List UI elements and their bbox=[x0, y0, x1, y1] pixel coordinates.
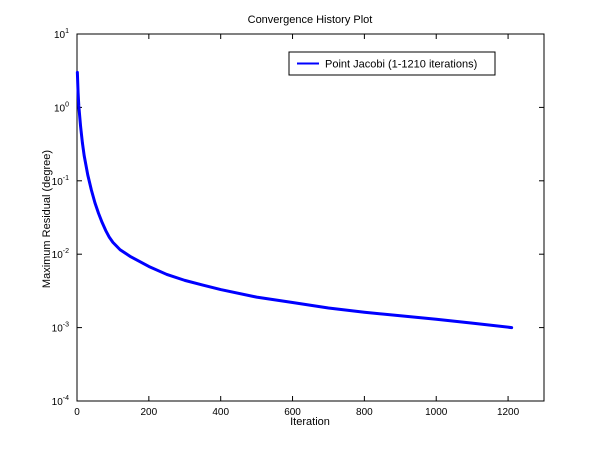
y-tick-exponent: -3 bbox=[63, 322, 69, 329]
x-tick-label: 600 bbox=[284, 407, 301, 418]
plot-frame bbox=[76, 33, 545, 402]
y-tick-label: 101 bbox=[54, 28, 69, 41]
y-axis-label: Maximum Residual (degree) bbox=[41, 150, 53, 288]
y-tick-label: 10-2 bbox=[52, 248, 69, 261]
y-tick-exponent: -2 bbox=[63, 248, 69, 255]
x-tick-label: 1000 bbox=[425, 407, 448, 418]
y-tick-label: 10-4 bbox=[52, 395, 69, 408]
x-tick-label: 800 bbox=[356, 407, 373, 418]
x-tick-label: 0 bbox=[74, 407, 80, 418]
y-tick-label: 10-1 bbox=[52, 175, 69, 188]
chart-title: Convergence History Plot bbox=[248, 14, 373, 26]
x-axis-ticks: 0 200 400 600 800 1000 1200 bbox=[74, 34, 520, 418]
legend-label: Point Jacobi (1-1210 iterations) bbox=[325, 59, 477, 71]
x-axis-label: Iteration bbox=[290, 416, 330, 428]
y-tick-label: 100 bbox=[54, 101, 69, 114]
x-tick-label: 200 bbox=[141, 407, 158, 418]
legend-box bbox=[288, 51, 496, 76]
series-layer bbox=[75, 70, 514, 330]
legend: Point Jacobi (1-1210 iterations) bbox=[288, 51, 496, 76]
y-tick-label: 10-3 bbox=[52, 322, 69, 335]
y-tick-exponent: 1 bbox=[65, 28, 69, 35]
y-tick-exponent: 0 bbox=[65, 101, 69, 108]
series-line-point-jacobi bbox=[75, 70, 514, 330]
y-tick-exponent: -4 bbox=[63, 395, 69, 402]
y-tick-exponent: -1 bbox=[63, 175, 69, 182]
x-tick-label: 1200 bbox=[497, 407, 520, 418]
x-tick-label: 400 bbox=[212, 407, 229, 418]
